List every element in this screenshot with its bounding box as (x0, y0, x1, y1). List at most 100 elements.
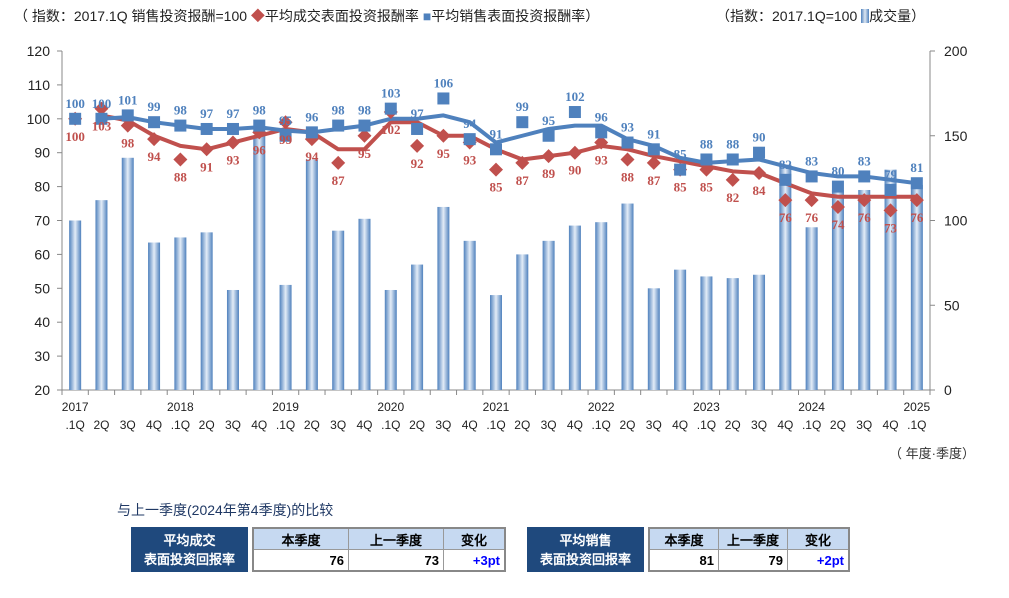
transaction-data-label: 89 (542, 166, 556, 181)
sales-point (568, 106, 581, 119)
transaction-point (120, 118, 135, 133)
transaction-data-label: 100 (65, 129, 85, 144)
sales-point (411, 122, 424, 135)
comparison-title: 与上一季度(2024年第4季度)的比较 (117, 502, 334, 518)
volume-bar (411, 264, 424, 390)
x-quarter-label: 3Q (330, 418, 346, 432)
change-value: +3pt (443, 549, 506, 572)
legend-index-label-right: （指数：2017.1Q=100 (716, 8, 858, 24)
table-header: 平均销售 表面投资回报率 (527, 527, 644, 572)
transaction-data-label: 93 (595, 153, 609, 168)
transaction-point (357, 128, 372, 143)
volume-bar (384, 289, 397, 390)
transaction-point (436, 128, 451, 143)
sales-data-label: 80 (831, 164, 844, 179)
transaction-data-label: 87 (332, 173, 346, 188)
sales-data-label: 95 (542, 113, 556, 128)
transaction-point (830, 199, 845, 214)
x-axis-label: （ 年度·季度） (889, 446, 975, 461)
sales-data-label: 99 (516, 99, 530, 114)
comparison-table-sales: 平均销售 表面投资回报率 本季度 上一季度 变化 81 79 +2pt (527, 527, 850, 572)
y-tick-label: 30 (34, 348, 50, 364)
volume-bar (805, 227, 818, 390)
x-quarter-label: 2Q (409, 418, 425, 432)
x-quarter-label: 2Q (304, 418, 320, 432)
sales-data-label: 88 (726, 136, 740, 151)
sales-point (253, 119, 266, 132)
sales-data-label: 83 (805, 153, 819, 168)
prev-value: 73 (348, 549, 444, 572)
y2-tick-label: 0 (944, 382, 952, 398)
sales-point (884, 183, 897, 196)
col-header: 本季度 (252, 527, 349, 550)
x-quarter-label: 3Q (435, 418, 451, 432)
x-quarter-label: 3Q (225, 418, 241, 432)
legend-right: （指数：2017.1Q=100 成交量） (716, 6, 925, 26)
sales-data-label: 102 (565, 89, 585, 104)
y-tick-label: 110 (28, 77, 51, 93)
volume-bar (148, 242, 161, 390)
x-quarter-label: 4Q (462, 418, 478, 432)
volume-bar (121, 157, 134, 390)
transaction-data-label: 92 (411, 156, 424, 171)
volume-bar (779, 164, 792, 390)
sales-data-label: 88 (700, 136, 714, 151)
table-header: 平均成交 表面投资回报率 (131, 527, 248, 572)
x-year-label: 2024 (798, 400, 825, 414)
prev-value: 79 (718, 549, 788, 572)
sales-point (779, 173, 792, 186)
sales-point (674, 163, 687, 176)
x-quarter-label: 4Q (146, 418, 162, 432)
transaction-data-label: 76 (858, 210, 872, 225)
sales-point (726, 153, 739, 166)
volume-bar (305, 159, 318, 390)
volume-bar (253, 135, 266, 390)
transaction-point (94, 101, 109, 116)
volume-bar (358, 218, 371, 390)
col-header: 本季度 (648, 527, 719, 550)
sales-point (95, 112, 108, 125)
sales-data-label: 94 (463, 116, 477, 131)
volume-bar (753, 274, 766, 390)
sales-data-label: 97 (200, 106, 214, 121)
sales-point (174, 119, 187, 132)
volume-bar (95, 200, 108, 390)
x-quarter-label: .1Q (381, 418, 400, 432)
sales-point (121, 109, 134, 122)
y2-tick-label: 200 (944, 43, 968, 59)
transaction-point (752, 166, 767, 181)
volume-bar (69, 220, 82, 390)
transaction-point (909, 193, 924, 208)
bar-icon (861, 9, 870, 23)
volume-bar (437, 206, 450, 390)
x-quarter-label: .1Q (65, 418, 84, 432)
y-tick-label: 90 (34, 145, 50, 161)
x-year-label: 2023 (693, 400, 720, 414)
transaction-data-label: 96 (253, 142, 267, 157)
x-quarter-label: .1Q (592, 418, 611, 432)
col-header: 上一季度 (718, 527, 788, 550)
sales-data-label: 81 (910, 160, 923, 175)
sales-point (490, 143, 502, 156)
sales-point (595, 126, 608, 139)
volume-bar (279, 284, 292, 390)
transaction-data-label: 74 (831, 217, 845, 232)
x-quarter-label: 2Q (725, 418, 741, 432)
x-quarter-label: 3Q (646, 418, 662, 432)
transaction-data-label: 102 (381, 122, 401, 137)
x-quarter-label: .1Q (486, 418, 505, 432)
x-quarter-label: 3Q (751, 418, 767, 432)
sales-point (200, 122, 213, 135)
legend-left: （ 指数：2017.1Q 销售投资报酬=100 ◆平均成交表面投资报酬率 ■平均… (14, 6, 599, 26)
current-value: 81 (648, 549, 719, 572)
sales-point (279, 129, 292, 142)
sales-point (384, 102, 397, 115)
transaction-point (410, 138, 425, 153)
sales-data-label: 82 (779, 157, 792, 172)
transaction-point (515, 155, 530, 170)
x-year-label: 2020 (377, 400, 404, 414)
transaction-data-label: 94 (148, 149, 162, 164)
sales-data-label: 93 (621, 120, 635, 135)
legend-series3: 成交量） (869, 8, 926, 24)
x-quarter-label: 2Q (199, 418, 215, 432)
